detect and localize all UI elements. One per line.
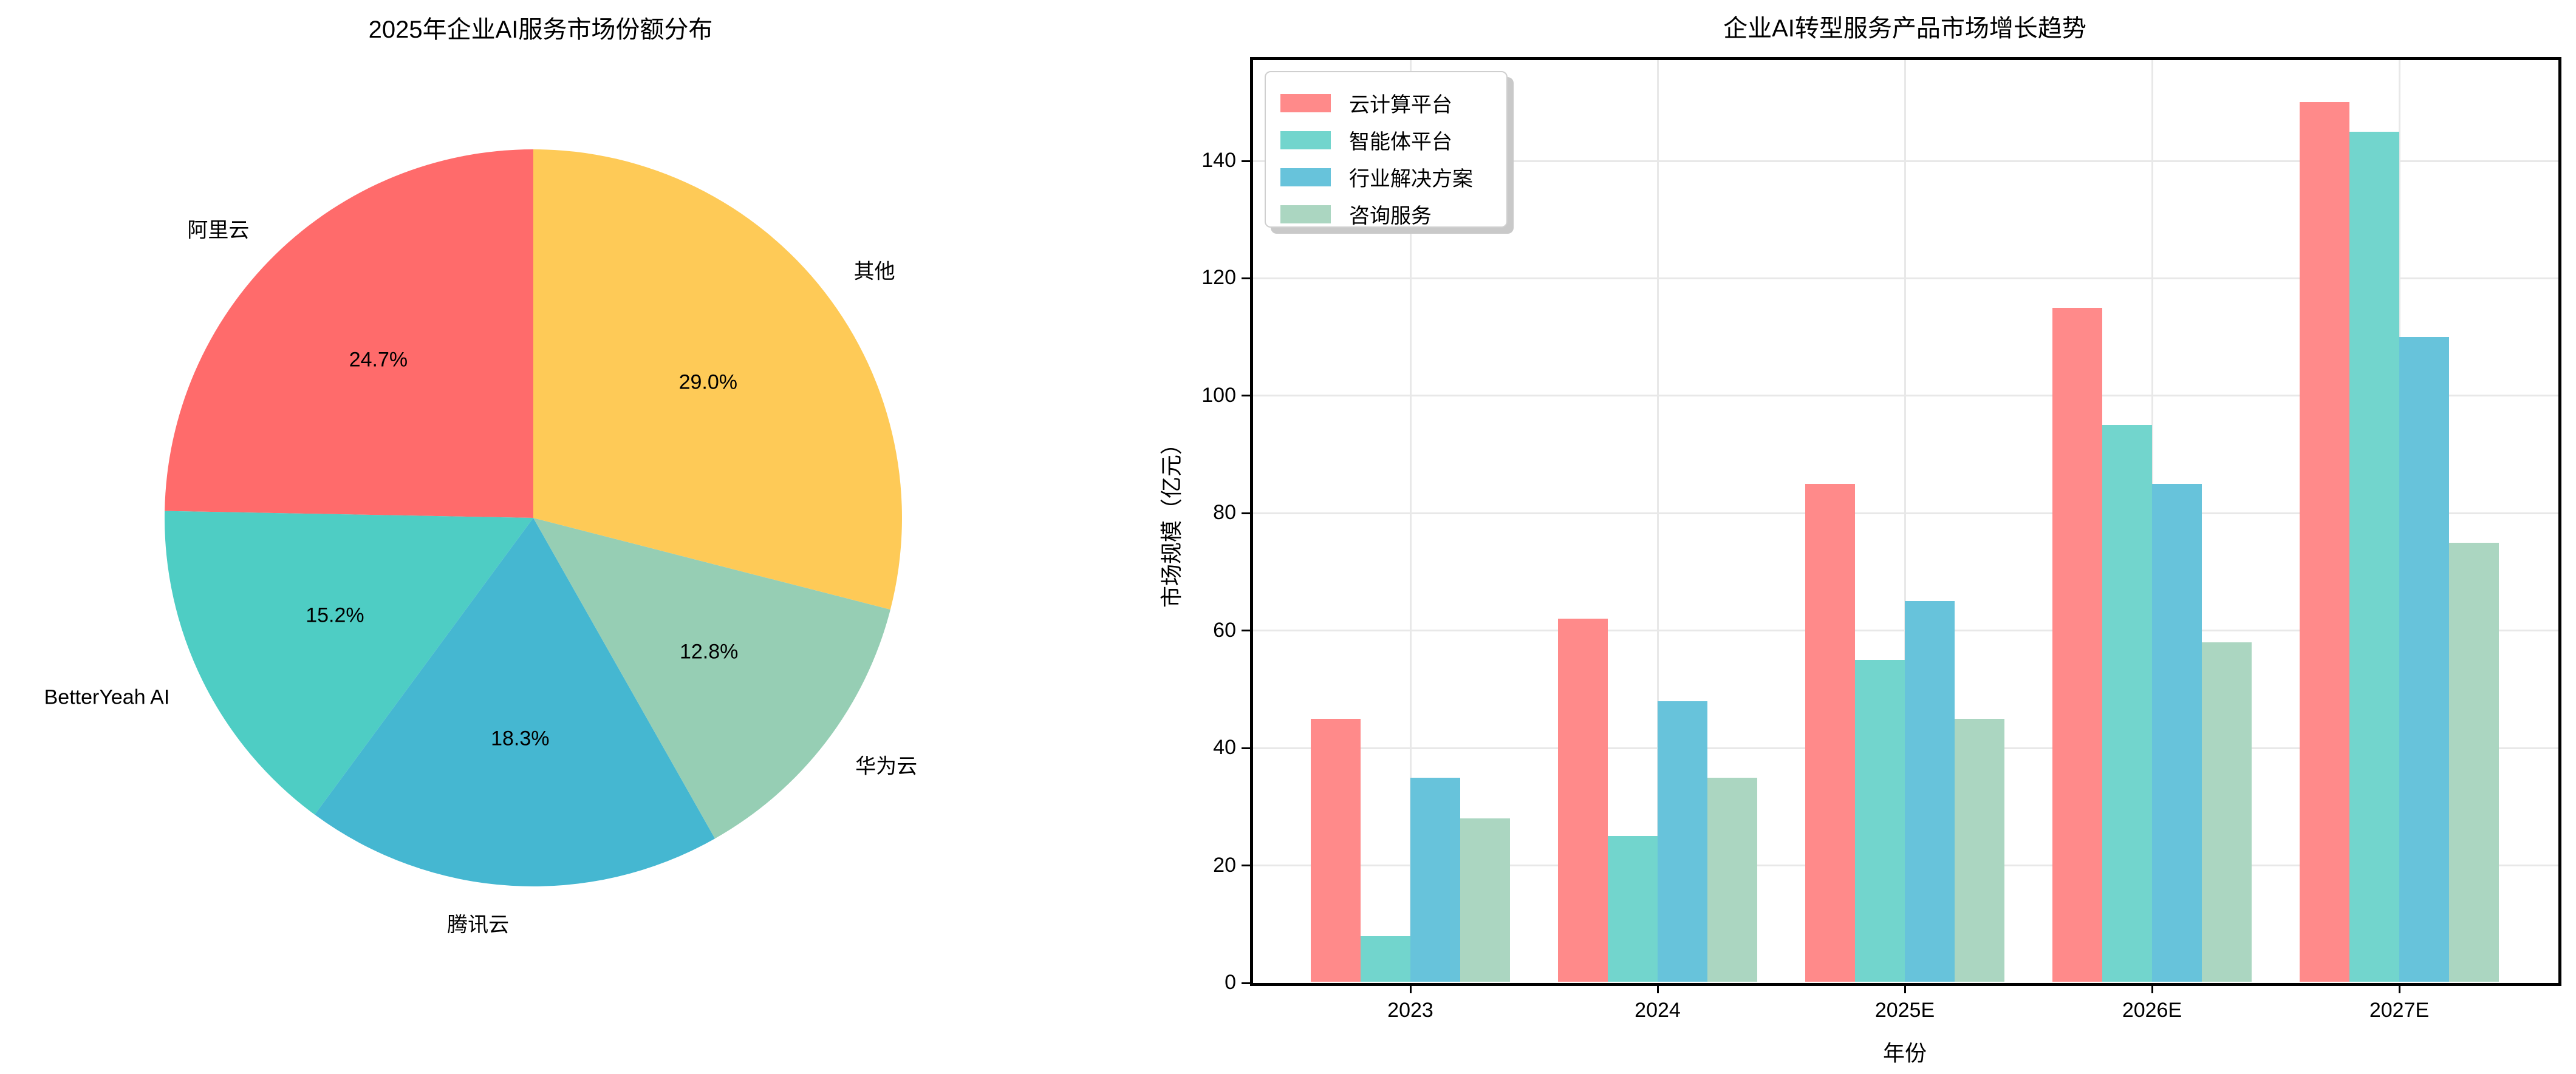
bar-2027E-series-3 xyxy=(2399,337,2449,982)
y-tickmark xyxy=(1242,982,1250,984)
pie-slice-label: 阿里云 xyxy=(187,219,250,242)
bar-legend: 云计算平台智能体平台行业解决方案 咨询服务 xyxy=(1265,71,1508,228)
legend-item-label: 智能体平台 xyxy=(1349,131,1452,154)
y-tick-label: 120 xyxy=(1201,266,1236,290)
bar-2025E-series-4 xyxy=(1955,718,2004,982)
pie-slice-percentage: 24.7% xyxy=(349,348,408,372)
y-tick-label: 80 xyxy=(1213,501,1236,525)
pie-chart-title: 2025年企业AI服务市场份额分布 xyxy=(368,16,713,43)
bar-2023-series-3 xyxy=(1410,777,1460,982)
legend-swatch-icon xyxy=(1280,168,1331,186)
y-tick-label: 100 xyxy=(1201,383,1236,407)
pie-slice-1 xyxy=(165,149,534,518)
x-tickmark xyxy=(2398,985,2400,993)
x-tick-label: 2026E xyxy=(2122,999,2182,1022)
pie-slice-4 xyxy=(533,518,890,839)
y-tickmark xyxy=(1242,747,1250,749)
x-tickmark xyxy=(1409,985,1412,993)
pie-slice-2 xyxy=(164,511,534,815)
pie-plot-area xyxy=(164,149,902,887)
bar-chart-title: 企业AI转型服务产品市场增长趋势 xyxy=(1723,15,2086,42)
x-tickmark xyxy=(1904,985,1906,993)
x-tick-label: 2025E xyxy=(1874,999,1935,1022)
bar-2024-series-3 xyxy=(1658,701,1707,982)
pie-slice-percentage: 12.8% xyxy=(679,640,739,664)
x-tick-label: 2023 xyxy=(1387,999,1433,1022)
bar-gridline-vertical xyxy=(1904,58,1906,982)
x-tick-label: 2024 xyxy=(1635,999,1681,1022)
pie-slice-percentage: 29.0% xyxy=(678,370,737,394)
pie-slice-label: 华为云 xyxy=(855,755,918,778)
legend-item-1: 云计算平台 xyxy=(1280,88,1488,118)
bar-xaxis-label: 年份 xyxy=(1882,1041,1927,1066)
y-tick-label: 140 xyxy=(1201,149,1236,172)
pie-slice-3 xyxy=(315,518,716,887)
legend-item-2: 智能体平台 xyxy=(1280,125,1488,155)
legend-item-label: 咨询服务 xyxy=(1349,205,1432,228)
y-tickmark xyxy=(1242,512,1250,514)
y-tickmark xyxy=(1242,277,1250,279)
y-tickmark xyxy=(1242,160,1250,162)
bar-2024-series-1 xyxy=(1558,619,1608,982)
x-tick-label: 2027E xyxy=(2369,999,2430,1022)
x-tickmark xyxy=(2151,985,2153,993)
bar-2025E-series-3 xyxy=(1905,601,1955,982)
y-tick-label: 0 xyxy=(1225,971,1236,994)
bar-2027E-series-4 xyxy=(2449,542,2499,982)
legend-swatch-icon xyxy=(1280,93,1331,112)
bar-2024-series-4 xyxy=(1707,777,1757,982)
y-tickmark xyxy=(1242,630,1250,632)
pie-slice-percentage: 15.2% xyxy=(306,603,364,627)
y-tickmark xyxy=(1242,395,1250,397)
y-tick-label: 40 xyxy=(1213,736,1236,760)
legend-item-3: 行业解决方案 xyxy=(1280,162,1488,192)
bar-gridline-vertical xyxy=(1656,58,1659,982)
bar-2026E-series-2 xyxy=(2102,425,2152,982)
pie-slice-5 xyxy=(533,149,902,610)
bar-2026E-series-3 xyxy=(2152,483,2202,982)
pie-slice-label: 腾讯云 xyxy=(447,913,510,936)
x-tickmark xyxy=(1656,985,1659,993)
bar-2025E-series-1 xyxy=(1805,483,1855,982)
legend-item-4: 咨询服务 xyxy=(1280,199,1488,229)
y-tick-label: 20 xyxy=(1213,853,1236,877)
legend-item-label: 行业解决方案 xyxy=(1349,168,1473,191)
pie-slice-label: BetterYeah AI xyxy=(44,685,170,709)
bar-2023-series-4 xyxy=(1460,818,1510,982)
y-tickmark xyxy=(1242,865,1250,867)
bar-2023-series-1 xyxy=(1311,718,1361,982)
bar-2026E-series-1 xyxy=(2052,307,2102,982)
pie-slice-label: 其他 xyxy=(853,260,895,284)
bar-2027E-series-2 xyxy=(2349,131,2399,982)
bar-2025E-series-2 xyxy=(1855,660,1905,982)
bar-gridline-vertical xyxy=(1409,58,1412,982)
bar-2027E-series-1 xyxy=(2300,102,2349,982)
legend-item-label: 云计算平台 xyxy=(1349,93,1452,117)
legend-swatch-icon xyxy=(1280,131,1331,149)
legend-swatch-icon xyxy=(1280,205,1331,223)
bar-2024-series-2 xyxy=(1608,836,1658,982)
bar-2026E-series-4 xyxy=(2202,642,2252,982)
bar-yaxis-label: 市场规模（亿元） xyxy=(1159,432,1184,608)
pie-slice-percentage: 18.3% xyxy=(491,727,550,750)
bar-2023-series-2 xyxy=(1361,936,1410,982)
y-tick-label: 60 xyxy=(1213,618,1236,642)
